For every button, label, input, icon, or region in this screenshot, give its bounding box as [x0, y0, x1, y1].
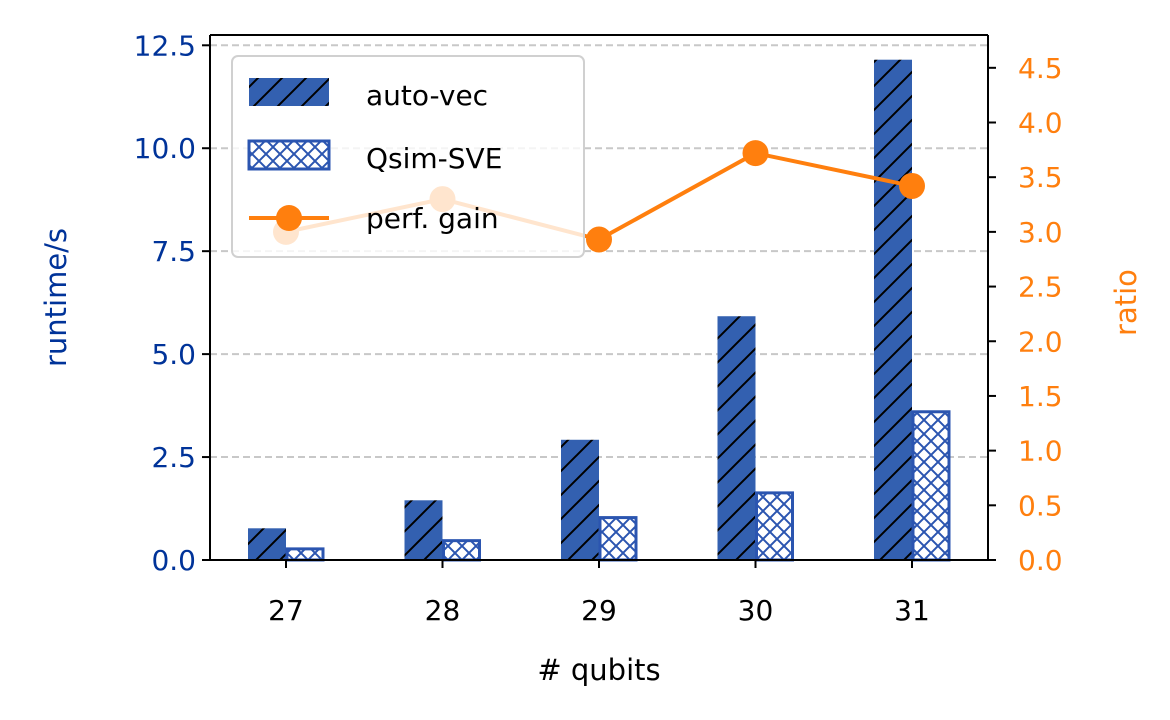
legend: auto-vec Qsim-SVE perf. gain [231, 55, 585, 258]
right-tick-label: 1.5 [1018, 380, 1063, 413]
right-tick-label: 4.0 [1018, 107, 1063, 140]
right-tick-label: 3.5 [1018, 161, 1063, 194]
right-tick-label: 0.5 [1018, 489, 1063, 522]
right-axis-label: ratio [1109, 269, 1143, 336]
axes: 0.0 2.5 5.0 7.5 10.0 12.5 0.0 0.5 1.0 1.5 2.0 2.5 3.… [134, 29, 1063, 627]
left-tick-label: 7.5 [151, 235, 196, 268]
legend-swatch-qsim-sve [247, 139, 331, 171]
legend-label-qsim-sve: Qsim-SVE [366, 142, 502, 175]
bar-auto-vec [717, 316, 756, 560]
right-tick-label: 0.0 [1018, 544, 1063, 577]
bar-qsim-sve [598, 516, 638, 562]
legend-label-perf-gain: perf. gain [366, 202, 499, 235]
right-tick-label: 2.0 [1018, 325, 1063, 358]
legend-swatch-auto-vec [249, 78, 329, 106]
right-tick-label: 2.5 [1018, 271, 1063, 304]
bar-qsim-sve [755, 491, 794, 562]
x-tick-label: 30 [738, 594, 774, 627]
left-tick-label: 5.0 [151, 338, 196, 371]
legend-box [231, 55, 585, 258]
perf-gain-point [586, 226, 612, 253]
legend-label-auto-vec: auto-vec [366, 79, 488, 112]
left-tick-label: 12.5 [134, 29, 196, 62]
right-tick-label: 3.0 [1018, 216, 1063, 249]
left-tick-label: 10.0 [134, 132, 196, 165]
bar-qsim-sve [285, 547, 325, 562]
perf-gain-point [742, 140, 769, 167]
right-tick-label: 1.0 [1018, 435, 1063, 468]
left-tick-label: 2.5 [151, 441, 196, 474]
x-axis-label: # qubits [537, 653, 660, 687]
bars [248, 59, 951, 562]
right-tick-label: 4.5 [1018, 52, 1063, 85]
bar-auto-vec [561, 439, 599, 560]
bar-auto-vec [248, 528, 286, 560]
x-tick-label: 29 [581, 594, 617, 627]
bar-qsim-sve [911, 410, 951, 562]
bar-auto-vec [404, 500, 443, 560]
x-tick-label: 28 [425, 594, 461, 627]
x-tick-label: 31 [894, 594, 930, 627]
x-tick-label: 27 [268, 594, 304, 627]
legend-marker-perf-gain [276, 205, 302, 231]
left-axis-label: runtime/s [39, 228, 73, 367]
bar-auto-vec [874, 59, 912, 561]
bar-qsim-sve [442, 539, 481, 562]
axis-labels: # qubits runtime/s ratio [39, 228, 1143, 687]
left-tick-label: 0.0 [151, 544, 196, 577]
perf-gain-point [899, 172, 925, 199]
